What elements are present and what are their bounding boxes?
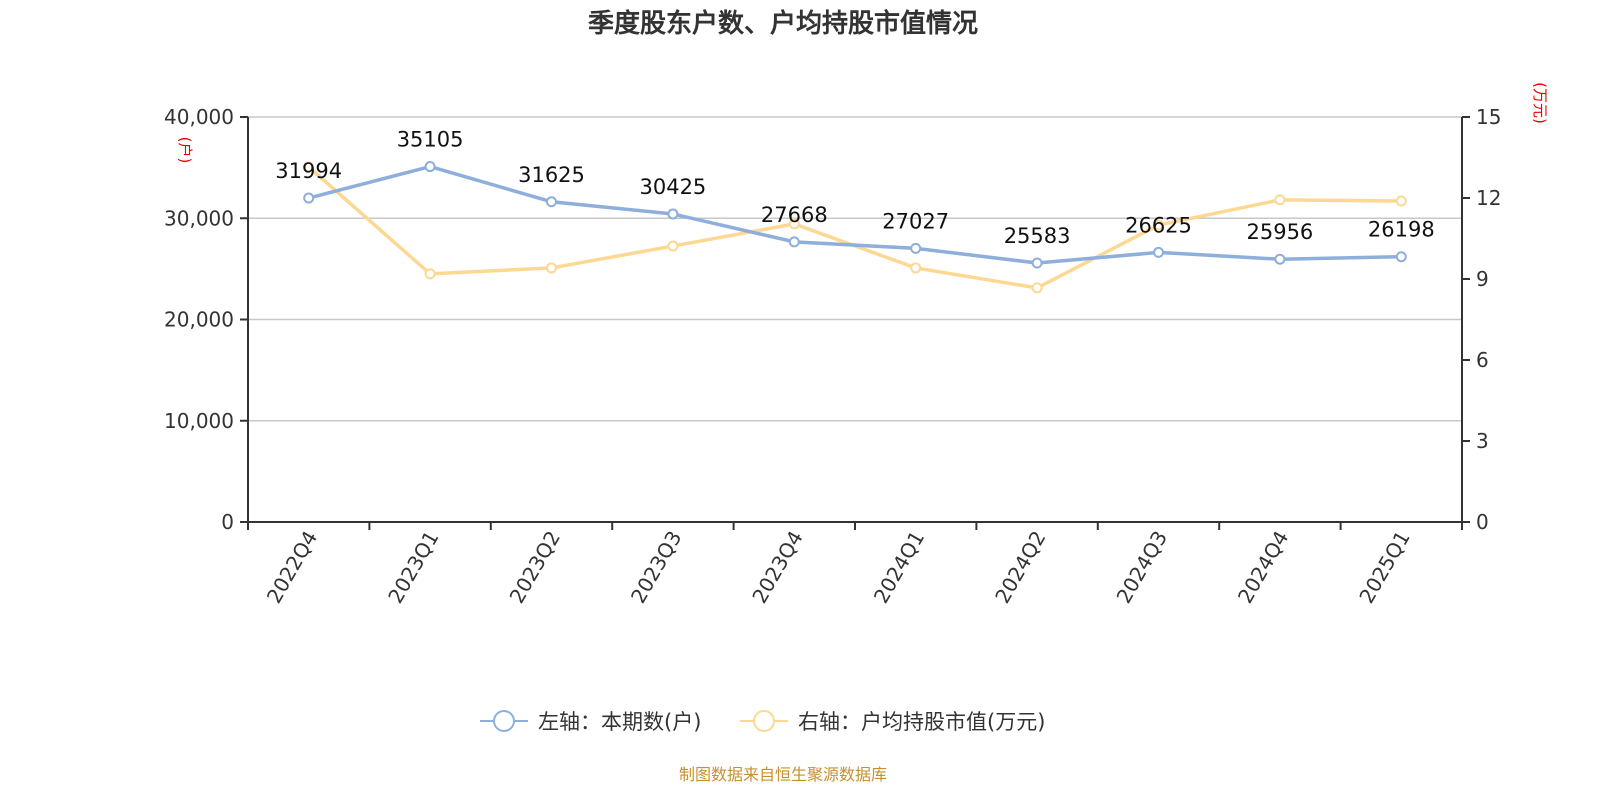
right-axis-tick-label: 0 bbox=[1476, 510, 1489, 534]
axes: 0 10,000 20,000 30,000 40,000 0 3 6 9 12 15 2022Q4 2… bbox=[164, 105, 1501, 607]
x-axis-tick-label: 2023Q1 bbox=[383, 527, 443, 608]
data-point-right bbox=[910, 262, 922, 274]
data-label: 26198 bbox=[1368, 218, 1435, 242]
data-point-left bbox=[667, 208, 679, 220]
x-axis-tick-label: 2025Q1 bbox=[1354, 527, 1414, 608]
data-label: 27027 bbox=[882, 209, 949, 233]
data-point-left bbox=[1395, 251, 1407, 263]
x-axis-tick-label: 2023Q4 bbox=[747, 527, 807, 608]
legend-item-right[interactable]: 右轴：户均持股市值(万元) bbox=[740, 710, 1045, 734]
series-line-right bbox=[307, 165, 1402, 290]
left-axis-unit: (户) bbox=[176, 137, 194, 164]
series-layer bbox=[303, 161, 1407, 294]
data-labels: 31994 35105 31625 30425 27668 27027 25583 26625… bbox=[275, 128, 1434, 248]
x-axis-tick-label: 2023Q2 bbox=[505, 527, 565, 608]
data-point-left bbox=[546, 196, 557, 208]
data-point-left bbox=[788, 236, 800, 248]
data-point-left bbox=[1153, 246, 1164, 258]
series-line-left bbox=[308, 164, 1402, 265]
legend-label-left: 左轴：本期数(户) bbox=[538, 710, 701, 734]
legend-item-left[interactable]: 左轴：本期数(户) bbox=[480, 710, 701, 734]
right-axis-unit: (万元) bbox=[1531, 82, 1549, 124]
data-label: 31994 bbox=[275, 159, 342, 183]
x-axis-tick-label: 2022Q4 bbox=[262, 527, 322, 608]
right-axis-tick-label: 3 bbox=[1476, 429, 1489, 453]
data-label: 25956 bbox=[1246, 220, 1313, 244]
right-axis-tick-label: 9 bbox=[1476, 267, 1489, 291]
x-axis-tick-label: 2023Q3 bbox=[626, 527, 686, 608]
x-axis-tick-label: 2024Q2 bbox=[990, 527, 1050, 608]
data-label: 30425 bbox=[639, 175, 706, 199]
x-axis-tick-label: 2024Q4 bbox=[1233, 527, 1293, 608]
data-point-right bbox=[1395, 195, 1407, 207]
data-point-right bbox=[546, 262, 557, 274]
left-axis-tick-label: 20,000 bbox=[164, 308, 234, 332]
legend: 左轴：本期数(户) 右轴：户均持股市值(万元) bbox=[480, 710, 1045, 734]
legend-label-right: 右轴：户均持股市值(万元) bbox=[798, 710, 1045, 734]
x-axis-tick-label: 2024Q1 bbox=[869, 527, 929, 608]
x-axis-tick-label: 2024Q3 bbox=[1112, 527, 1172, 608]
data-point-left bbox=[1274, 253, 1286, 265]
data-point-left bbox=[424, 161, 436, 173]
chart-title: 季度股东户数、户均持股市值情况 bbox=[588, 8, 978, 39]
legend-marker-icon bbox=[753, 710, 775, 732]
right-axis-tick-label: 6 bbox=[1476, 348, 1489, 372]
source-note: 制图数据来自恒生聚源数据库 bbox=[679, 765, 887, 784]
left-axis-tick-label: 10,000 bbox=[164, 409, 234, 433]
gridlines bbox=[248, 116, 1462, 422]
data-label: 27668 bbox=[761, 203, 828, 227]
data-point-right bbox=[1153, 219, 1164, 231]
data-point-right bbox=[1274, 194, 1286, 206]
left-axis-tick-label: 30,000 bbox=[164, 206, 234, 230]
left-axis-tick-label: 0 bbox=[221, 510, 234, 534]
legend-marker-icon bbox=[493, 710, 515, 732]
data-point-left bbox=[303, 192, 315, 204]
data-label: 26625 bbox=[1125, 213, 1192, 237]
right-axis-tick-label: 15 bbox=[1476, 105, 1501, 129]
data-label: 25583 bbox=[1004, 224, 1071, 248]
data-point-right bbox=[303, 161, 315, 173]
data-point-right bbox=[788, 218, 800, 230]
data-point-right bbox=[667, 240, 679, 252]
data-point-right bbox=[424, 268, 436, 280]
data-point-left bbox=[910, 242, 922, 254]
data-point-right bbox=[1031, 282, 1043, 294]
left-axis-tick-label: 40,000 bbox=[164, 105, 234, 129]
data-label: 35105 bbox=[397, 128, 464, 152]
data-point-left bbox=[1031, 257, 1043, 269]
right-axis-tick-label: 12 bbox=[1476, 186, 1501, 210]
data-label: 31625 bbox=[518, 163, 585, 187]
